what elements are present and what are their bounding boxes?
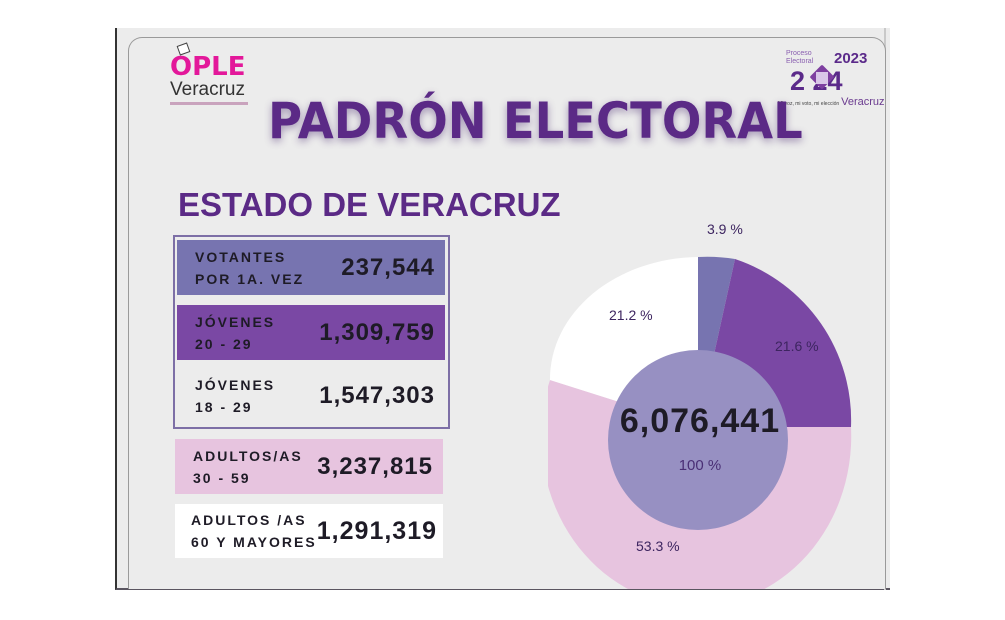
tagline: Mi voz, mi voto, mi elección Veracruz: [778, 96, 885, 108]
proceso-electoral-logo: Proceso Electoral 2023 2 24 Mi voz, mi v…: [778, 50, 885, 110]
year-2023: 2023: [834, 50, 868, 67]
row-label: JÓVENES 20 - 29: [195, 313, 276, 352]
row-value: 3,237,815: [317, 452, 433, 480]
table-row: JÓVENES 20 - 29 1,309,759: [177, 305, 445, 360]
youth-group-box: [173, 235, 450, 429]
pct-label-adults-30-59: 53.3 %: [636, 538, 680, 554]
page-subtitle: ESTADO DE VERACRUZ: [178, 186, 561, 223]
table-row: VOTANTES POR 1A. VEZ 237,544: [177, 240, 445, 295]
row-value: 1,309,759: [319, 318, 435, 346]
row-value: 237,544: [341, 253, 435, 281]
donut-chart: [548, 256, 852, 589]
row-label: ADULTOS /AS 60 Y MAYORES: [191, 512, 317, 550]
row-value: 1,291,319: [316, 516, 437, 545]
pct-label-adults-60-plus: 21.2 %: [609, 307, 653, 323]
total-percent: 100 %: [678, 457, 722, 474]
pct-label-youth-20-29: 21.6 %: [775, 338, 819, 354]
row-value: 1,547,303: [319, 382, 435, 409]
table-row: ADULTOS/AS 30 - 59 3,237,815: [175, 439, 443, 494]
table-row: ADULTOS /AS 60 Y MAYORES 1,291,319: [175, 504, 443, 558]
ople-underline: [170, 102, 248, 105]
row-label: VOTANTES POR 1A. VEZ: [195, 248, 305, 287]
pct-label-first-time: 3.9 %: [707, 221, 743, 237]
ballot-box-face-icon: [816, 72, 828, 84]
total-voters: 6,076,441: [619, 402, 781, 440]
page-title: PADRÓN ELECTORAL: [268, 92, 803, 150]
row-label: ADULTOS/AS 30 - 59: [193, 447, 303, 486]
donut-center: [608, 350, 788, 530]
ople-logo: OPLE Veracruz: [170, 42, 252, 105]
table-row: JÓVENES 18 - 29 1,547,303: [177, 368, 445, 424]
ople-region: Veracruz: [170, 79, 245, 100]
row-label: JÓVENES 18 - 29: [195, 377, 276, 415]
proceso-electoral-text: Proceso Electoral: [786, 50, 814, 65]
ople-brand: OPLE: [170, 52, 246, 82]
